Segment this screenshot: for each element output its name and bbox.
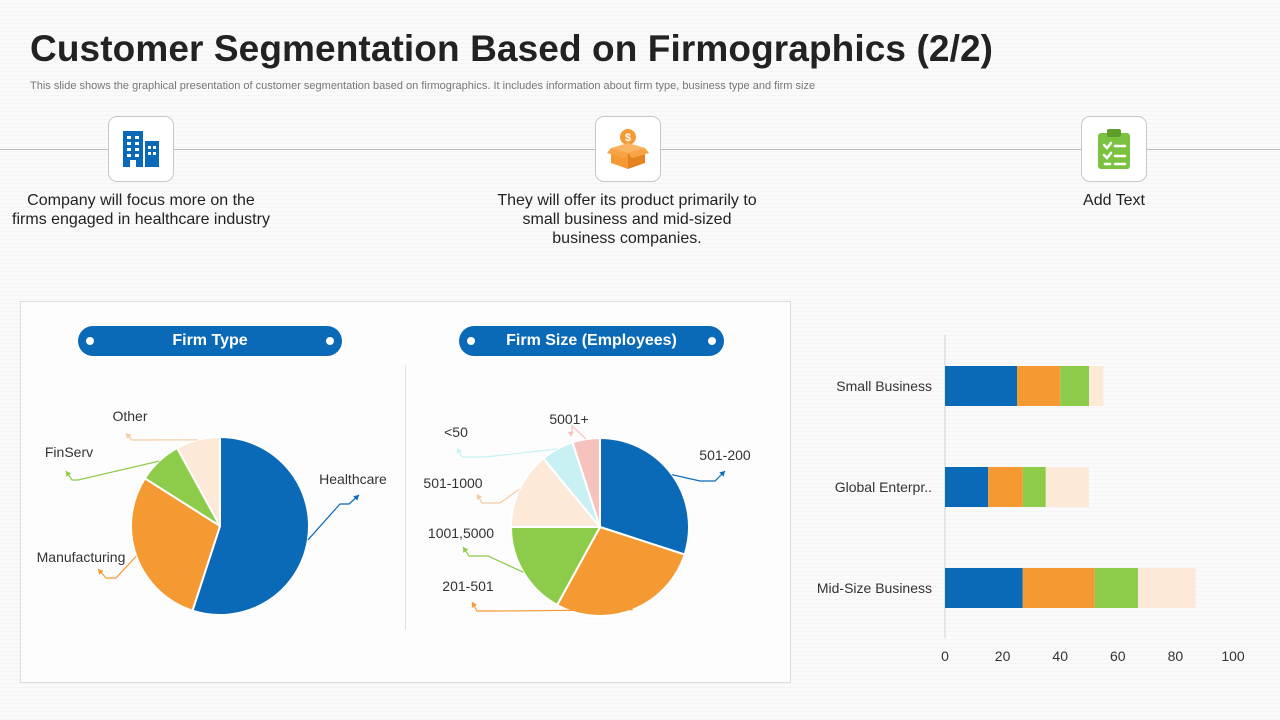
pill-dot-left <box>467 337 475 345</box>
bar-segment-mid-size-business-series-3 <box>1094 568 1138 608</box>
slice-label-1001-5000: 1001,5000 <box>428 525 494 541</box>
leader-arrow-1001-5000 <box>463 547 469 553</box>
leader-line-501-1000 <box>476 488 520 504</box>
pill-dot-right <box>326 337 334 345</box>
pill-dot-right <box>708 337 716 345</box>
firm-size-pie-chart: 501-200 201-501 1001,5000 501-1000 <50 5001+ <box>423 411 751 617</box>
bar-segment-small-business-series-1 <box>945 366 1017 406</box>
leader-line-1001-5000 <box>462 546 524 573</box>
firm-type-header: Firm Type <box>78 326 342 356</box>
feature-text-2: They will offer its product primarily to… <box>497 192 757 247</box>
leader-line-501-200 <box>671 470 726 482</box>
x-tick-label-0: 0 <box>941 648 949 664</box>
leader-line-manufacturing <box>97 555 137 579</box>
pie-slice-other <box>175 435 221 527</box>
bar-segment-small-business-series-4 <box>1089 366 1104 406</box>
slice-label-healthcare: Healthcare <box>319 471 387 487</box>
leader-line-healthcare <box>307 494 360 541</box>
clipboard-checklist-icon <box>1098 129 1130 169</box>
slice-label-other: Other <box>112 408 147 424</box>
slice-label-501-1000: 501-1000 <box>423 475 482 491</box>
feature-icon-box-1 <box>108 116 174 182</box>
pie-slice-manufacturing <box>130 476 222 612</box>
leader-arrow-501-200 <box>719 471 725 477</box>
leader-arrow-50 <box>456 448 463 454</box>
x-tick-label-100: 100 <box>1221 648 1245 664</box>
bar-segment-mid-size-business-series-1 <box>945 568 1023 608</box>
slice-label-finserv: FinServ <box>45 444 93 460</box>
pie-slice-1001-5000 <box>509 526 602 607</box>
feature-icon-box-3 <box>1081 116 1147 182</box>
pill-dot-left <box>86 337 94 345</box>
leader-line-finserv <box>65 460 160 481</box>
leader-arrow-501-1000 <box>476 494 483 500</box>
x-tick-label-80: 80 <box>1168 648 1184 664</box>
leader-arrow-201-501 <box>471 602 478 608</box>
x-tick-label-40: 40 <box>1052 648 1068 664</box>
leader-line-other <box>125 432 198 441</box>
leader-line-50 <box>456 447 558 458</box>
panel-divider <box>405 365 406 630</box>
pie-slice-healthcare <box>191 435 310 616</box>
leader-arrow-finserv <box>66 471 72 477</box>
slice-label-201-501: 201-501 <box>442 578 494 594</box>
firm-size-title: Firm Size (Employees) <box>506 332 677 349</box>
x-tick-label-60: 60 <box>1110 648 1126 664</box>
feature-text-1: Company will focus more on the firms eng… <box>12 192 270 228</box>
category-label-global-enterpr: Global Enterpr.. <box>835 479 932 495</box>
product-box-dollar-icon: $ <box>607 129 649 169</box>
feature-icon-box-2: $ <box>595 116 661 182</box>
slide-subtitle: This slide shows the graphical presentat… <box>30 80 816 92</box>
leader-arrow-5001 <box>568 431 574 437</box>
bar-segment-global-enterpr-series-4 <box>1045 467 1089 507</box>
slice-label-501-200: 501-200 <box>699 447 751 463</box>
bar-segment-global-enterpr-series-2 <box>988 467 1023 507</box>
leader-arrow-other <box>126 433 132 439</box>
stacked-bar-chart: Small Business Global Enterpr.. Mid-Size B… <box>817 335 1245 664</box>
slice-label-5001: 5001+ <box>549 411 588 427</box>
svg-text:$: $ <box>625 132 631 144</box>
slide-title: Customer Segmentation Based on Firmograp… <box>30 28 994 69</box>
bar-segment-small-business-series-3 <box>1060 366 1089 406</box>
firm-type-pie-chart: Healthcare Manufacturing FinServ Other <box>37 408 387 616</box>
leader-arrow-manufacturing <box>98 569 104 575</box>
leader-line-201-501 <box>471 601 633 612</box>
feature-text-3: Add Text <box>1083 192 1145 209</box>
bar-segment-mid-size-business-series-4 <box>1137 568 1196 608</box>
bar-segment-global-enterpr-series-3 <box>1022 467 1046 507</box>
x-tick-label-20: 20 <box>995 648 1011 664</box>
category-label-small-business: Small Business <box>836 378 932 394</box>
slice-label-50: <50 <box>444 424 468 440</box>
leader-arrow-healthcare <box>353 495 359 501</box>
firm-size-header: Firm Size (Employees) <box>459 326 724 356</box>
bar-segment-global-enterpr-series-1 <box>945 467 989 507</box>
slice-label-manufacturing: Manufacturing <box>37 549 126 565</box>
bar-segment-mid-size-business-series-2 <box>1022 568 1095 608</box>
building-icon <box>123 131 159 167</box>
firm-type-title: Firm Type <box>172 332 248 349</box>
category-label-mid-size-business: Mid-Size Business <box>817 580 932 596</box>
bar-segment-small-business-series-2 <box>1017 366 1061 406</box>
